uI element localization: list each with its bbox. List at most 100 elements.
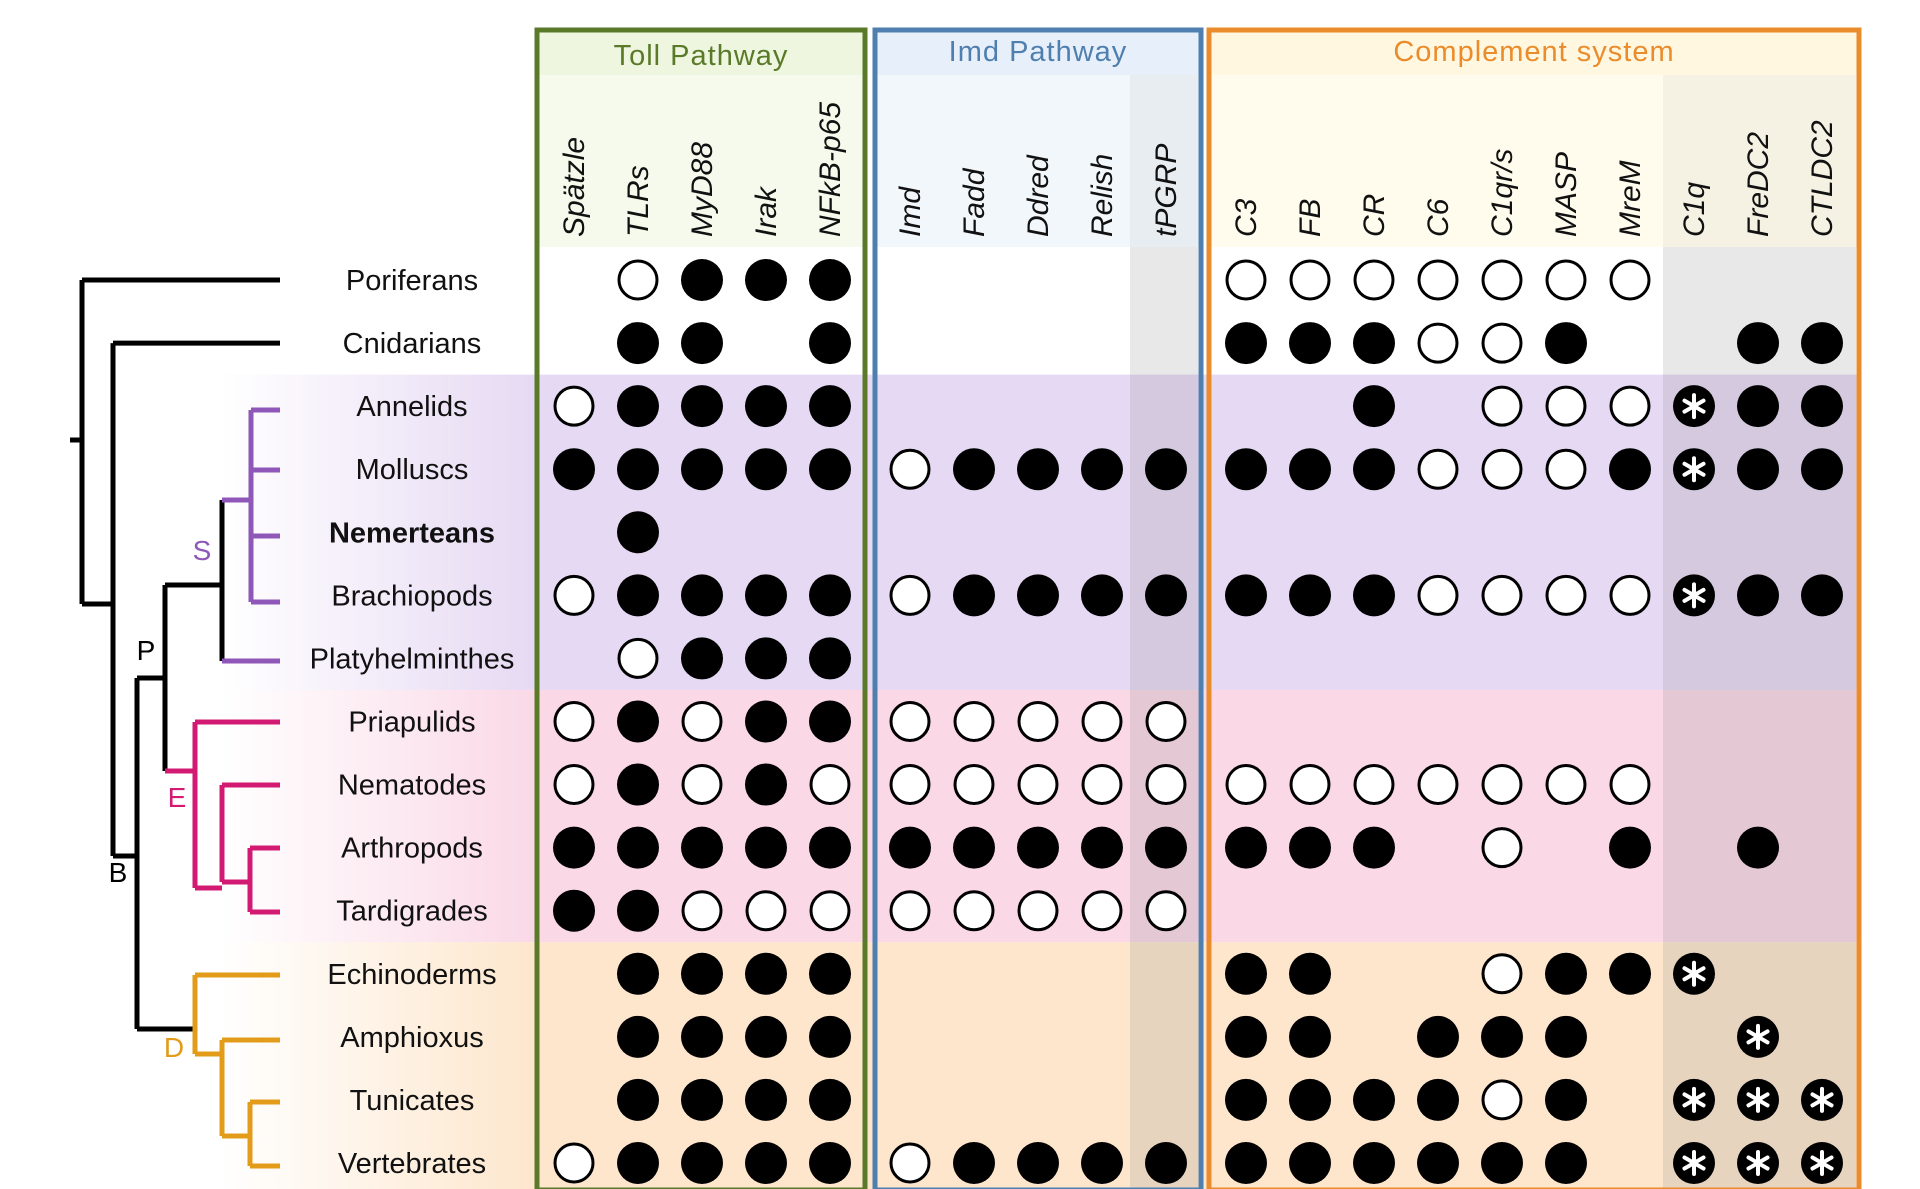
present-filled-circle (1289, 1078, 1331, 1121)
present-filled-circle (681, 259, 723, 301)
absent-open-circle (1225, 764, 1267, 806)
absent-open-circle (745, 890, 787, 932)
present-filled-circle (617, 448, 659, 491)
present-filled-circle (681, 1078, 723, 1121)
gene-label-imd: Imd (894, 186, 927, 237)
presence-markers (553, 259, 1843, 1184)
present-filled-circle (1225, 448, 1267, 491)
present-filled-circle (681, 952, 723, 995)
absent-open-circle (809, 764, 851, 806)
present-filled-circle (809, 1078, 851, 1121)
absent-open-circle (1353, 259, 1395, 301)
panel-frames (534, 27, 1862, 1189)
present-filled-circle (1081, 448, 1123, 491)
asterisk-stroke (1682, 1092, 1706, 1108)
absent-open-circle (809, 890, 851, 932)
absent-open-circle (1289, 259, 1331, 301)
absent-open-circle (1081, 700, 1123, 742)
taxon-label-poriferans: Poriferans (346, 265, 478, 297)
present-filled-circle (745, 448, 787, 491)
absent-open-circle (953, 890, 995, 932)
present-filled-circle (1801, 322, 1843, 365)
absent-open-circle (1017, 764, 1059, 806)
panel-title: Complement system (1393, 36, 1674, 68)
absent-open-circle (889, 764, 931, 806)
present-filled-circle (1289, 448, 1331, 491)
absent-open-circle (1017, 890, 1059, 932)
present-filled-circle (1353, 1078, 1395, 1121)
asterisk-stroke (1682, 398, 1706, 414)
present-filled-circle (1017, 826, 1059, 869)
gene-label-mrem: MreM (1614, 160, 1647, 237)
present-filled-circle (1737, 322, 1779, 365)
absent-open-circle (1145, 764, 1187, 806)
absent-open-circle (553, 700, 595, 742)
present-filled-circle (1417, 1141, 1459, 1184)
clade-label-e: E (168, 782, 187, 813)
absent-open-circle (953, 764, 995, 806)
asterisk-stroke (1746, 1029, 1770, 1045)
present-filled-circle (617, 763, 659, 806)
taxon-label-annelids: Annelids (356, 391, 467, 423)
absent-open-circle (617, 637, 659, 679)
gene-label-cr: CR (1358, 194, 1391, 237)
present-filled-circle (1481, 1015, 1523, 1058)
gene-label-ddred: Ddred (1022, 154, 1055, 237)
clade-band-fade-E (220, 689, 540, 943)
taxon-label-echinoderms: Echinoderms (327, 959, 496, 991)
panel-headers: Toll Pathway Imd Pathway Complement system (537, 30, 1859, 247)
gene-label-relish: Relish (1086, 154, 1119, 237)
present-filled-circle (1417, 1078, 1459, 1121)
absent-open-circle (889, 448, 931, 490)
taxon-label-cnidarians: Cnidarians (343, 328, 482, 360)
absent-open-circle (1017, 700, 1059, 742)
absent-open-circle (1145, 890, 1187, 932)
gene-label-irak: Irak (750, 185, 783, 237)
absent-open-circle (1481, 259, 1523, 301)
taxon-label-priapulids: Priapulids (348, 706, 475, 738)
present-filled-circle (617, 826, 659, 869)
absent-open-circle (1417, 764, 1459, 806)
absent-open-circle (1481, 827, 1523, 869)
shaded-gene-column (1663, 75, 1856, 1189)
absent-open-circle (1481, 385, 1523, 427)
present-filled-circle (617, 1141, 659, 1184)
gene-label-fb: FB (1294, 199, 1327, 237)
present-filled-circle (953, 448, 995, 491)
panel-gene-band (1209, 75, 1859, 247)
present-filled-circle (953, 1141, 995, 1184)
present-filled-circle (1081, 574, 1123, 617)
present-filled-circle (745, 259, 787, 301)
taxon-label-arthropods: Arthropods (341, 833, 483, 865)
present-filled-circle (1145, 574, 1187, 617)
taxon-label-amphioxus: Amphioxus (340, 1022, 483, 1054)
present-filled-circle (745, 952, 787, 995)
absent-open-circle (1417, 448, 1459, 490)
present-filled-circle (1545, 952, 1587, 995)
gene-label-fadd: Fadd (958, 167, 991, 237)
absent-open-circle (1609, 259, 1651, 301)
panel-title: Toll Pathway (614, 40, 789, 72)
taxon-label-molluscs: Molluscs (356, 454, 469, 486)
gene-label-fredc2: FreDC2 (1742, 132, 1775, 237)
absent-open-circle (553, 385, 595, 427)
gene-label-tlrs: TLRs (622, 165, 655, 237)
present-filled-circle (809, 322, 851, 365)
present-filled-circle (809, 826, 851, 869)
absent-open-circle (1081, 890, 1123, 932)
present-filled-circle (1145, 448, 1187, 491)
asterisk-stroke (1682, 587, 1706, 603)
asterisk-stroke (1810, 1155, 1834, 1171)
panel-title-band (875, 30, 1201, 75)
gene-label-masp: MASP (1550, 152, 1583, 237)
present-filled-circle (1289, 952, 1331, 995)
absent-open-circle (953, 700, 995, 742)
present-filled-circle (1417, 1015, 1459, 1058)
present-filled-circle (953, 574, 995, 617)
absent-open-circle (1081, 764, 1123, 806)
absent-open-circle (1545, 259, 1587, 301)
absent-open-circle (553, 1142, 595, 1184)
asterisk-stroke (1682, 461, 1706, 477)
present-filled-circle (1737, 826, 1779, 869)
taxon-label-brachiopods: Brachiopods (331, 580, 492, 612)
